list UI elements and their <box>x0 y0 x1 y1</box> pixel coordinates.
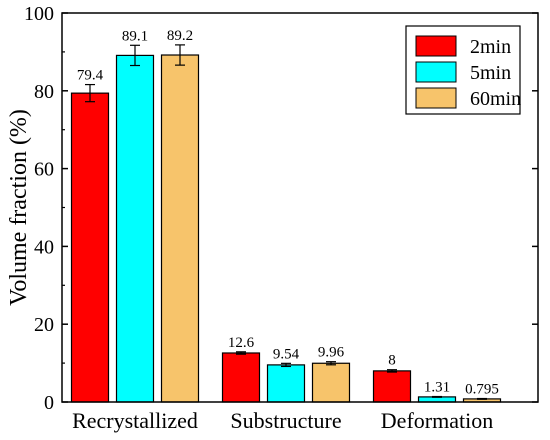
legend-swatch-5min <box>415 61 457 83</box>
data-label: 8 <box>388 353 396 369</box>
bar-5min-recrystallized <box>115 54 155 403</box>
data-label: 89.2 <box>167 28 193 44</box>
data-label: 12.6 <box>228 335 255 351</box>
y-tick-label: 100 <box>24 3 54 25</box>
bar-5min-substructure <box>266 364 306 403</box>
data-label: 9.96 <box>318 345 345 361</box>
y-tick-label: 0 <box>44 392 54 414</box>
bar-2min-substructure <box>221 352 261 403</box>
y-tick-label: 80 <box>34 81 54 103</box>
data-label: 1.31 <box>424 380 450 396</box>
data-label: 9.54 <box>273 346 300 362</box>
y-tick-label: 20 <box>34 314 54 336</box>
bar-60min-substructure <box>311 362 351 403</box>
y-tick-label: 40 <box>34 236 54 258</box>
legend-swatch-2min <box>415 35 457 57</box>
legend-label-5min: 5min <box>470 62 511 84</box>
data-label: 79.4 <box>77 68 104 84</box>
legend-label-60min: 60min <box>470 88 521 110</box>
x-category-label: Deformation <box>381 408 493 433</box>
legend-label-2min: 2min <box>470 36 511 58</box>
y-tick-label: 60 <box>34 159 54 181</box>
y-axis-label: Volume fraction (%) <box>6 109 32 306</box>
x-category-label: Substructure <box>230 408 341 433</box>
legend-swatch-60min <box>415 87 457 109</box>
x-category-label: Recrystallized <box>72 408 198 433</box>
data-label: 0.795 <box>465 382 499 398</box>
bar-2min-recrystallized <box>70 92 110 403</box>
data-label: 89.1 <box>122 28 148 44</box>
bar-2min-deformation <box>372 370 412 403</box>
bar-60min-recrystallized <box>160 54 200 403</box>
